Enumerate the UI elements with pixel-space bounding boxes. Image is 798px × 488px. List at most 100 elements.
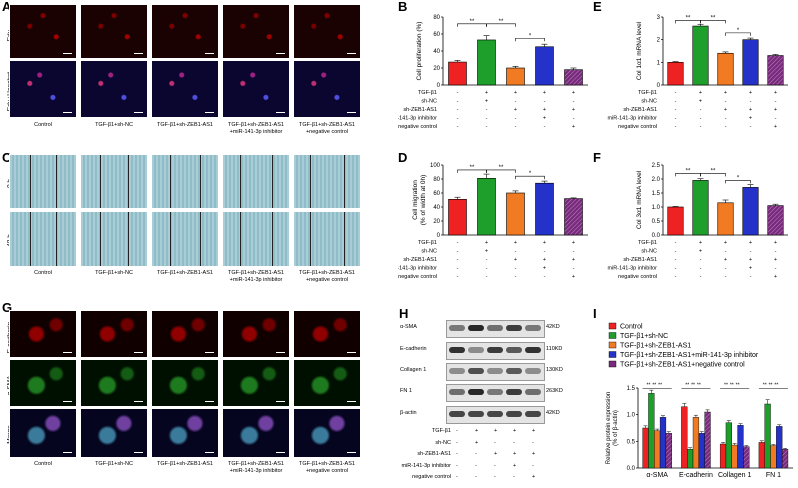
treatment-sign: - xyxy=(513,439,515,446)
scale-bar xyxy=(63,112,72,113)
scratch-48h-row-tile-1 xyxy=(9,211,77,267)
treatment-row-label: TGF-β1 xyxy=(418,90,437,96)
significance-label: * xyxy=(529,171,532,177)
treatment-sign: - xyxy=(457,240,459,246)
treatment-sign: - xyxy=(775,99,777,105)
treatment-row-label: negative control xyxy=(398,124,437,130)
edu-hoechst-row-tile-3 xyxy=(151,60,219,118)
category-label: α-SMA xyxy=(646,472,668,479)
treatment-sign: + xyxy=(513,451,517,457)
blot-row-label: FN 1 xyxy=(400,388,412,394)
significance-label: ** xyxy=(724,382,728,388)
edu-hoechst-row-tile-5 xyxy=(293,60,361,118)
bar-5 xyxy=(767,55,784,86)
merge-row-tile-5 xyxy=(293,408,361,458)
treatment-row-label: negative control xyxy=(618,274,657,280)
blot-size-label: 263KD xyxy=(546,388,563,394)
bar-1 xyxy=(448,61,467,86)
scale-bar xyxy=(63,352,72,353)
y-tick-label: 80 xyxy=(433,177,440,183)
significance-label: ** xyxy=(685,382,689,388)
scratch-48h-row-tile-2 xyxy=(80,211,148,267)
scale-bar xyxy=(134,452,143,453)
treatment-sign: - xyxy=(456,451,458,457)
blot-size-label: 110KD xyxy=(546,346,563,352)
treatment-sign: + xyxy=(749,266,752,272)
blot-band xyxy=(525,368,541,374)
y-tick-label: 0 xyxy=(437,83,441,89)
blot-band xyxy=(468,411,484,417)
significance-label: ** xyxy=(711,15,716,21)
y-tick-label: 20 xyxy=(433,219,440,225)
scratch-0h-row-tile-2 xyxy=(80,154,148,209)
scratch-48h-row-tile-5 xyxy=(293,211,361,267)
treatment-sign: - xyxy=(475,474,477,480)
treatment-row-label: TGF-β1 xyxy=(638,240,657,246)
bar-5 xyxy=(564,198,583,236)
y-tick-label: 20 xyxy=(433,66,440,72)
sma-row-tile-4 xyxy=(222,359,290,407)
scale-bar xyxy=(276,53,285,54)
group-label-1-1: Control xyxy=(34,122,52,128)
treatment-sign: + xyxy=(485,240,488,246)
treatment-sign: - xyxy=(515,249,517,255)
edu-row-tile-2 xyxy=(80,4,148,59)
edu-row-tile-5 xyxy=(293,4,361,59)
treatment-sign: + xyxy=(543,107,546,113)
treatment-sign: - xyxy=(675,266,677,272)
bar-α-SMA-1 xyxy=(642,427,649,469)
treatment-sign: + xyxy=(774,274,777,280)
bar-4 xyxy=(535,182,554,236)
group-label-3-5: TGF-β1+sh-ZEB1-AS1 +negative control xyxy=(299,461,355,474)
treatment-sign: + xyxy=(532,451,536,457)
treatment-sign: - xyxy=(725,266,727,272)
y-axis-label: Cell proliferation (%) xyxy=(416,22,423,81)
treatment-sign: - xyxy=(457,274,459,280)
treatment-sign: + xyxy=(532,474,536,480)
treatment-row-label: miR-141-3p inhibitor xyxy=(607,266,657,272)
treatment-sign: + xyxy=(572,240,575,246)
blot-band xyxy=(468,368,484,374)
treatment-sign: + xyxy=(514,107,517,113)
group-label-3-1: Control xyxy=(34,461,52,467)
treatment-sign: - xyxy=(700,274,702,280)
panel-label-d: D xyxy=(398,150,408,165)
y-tick-label: 100 xyxy=(430,163,441,169)
sma-row-tile-1 xyxy=(9,359,77,407)
treatment-sign: + xyxy=(543,240,546,246)
bar-2 xyxy=(477,177,496,236)
treatment-sign: + xyxy=(485,90,488,96)
bar-3 xyxy=(506,67,525,86)
treatment-sign: - xyxy=(675,240,677,246)
bar-5 xyxy=(564,69,583,86)
treatment-sign: - xyxy=(544,249,546,255)
treatment-sign: - xyxy=(457,107,459,113)
bar-α-SMA-5 xyxy=(665,433,672,469)
scratch-0h-row-tile-3 xyxy=(151,154,219,209)
treatment-sign: - xyxy=(725,274,727,280)
bar-1 xyxy=(667,62,684,86)
y-axis-label: Cell migration xyxy=(412,180,419,220)
blot-band xyxy=(468,347,484,353)
scratch-48h-row-tile-3 xyxy=(151,211,219,267)
bar-FN 1-3 xyxy=(770,445,777,469)
blot-row-label: β-actin xyxy=(400,410,417,416)
scale-bar xyxy=(276,352,285,353)
treatment-sign: - xyxy=(486,107,488,113)
significance-label: ** xyxy=(470,19,475,25)
edu-hoechst-row-tile-2 xyxy=(80,60,148,118)
treatment-sign: - xyxy=(544,99,546,105)
treatment-sign: - xyxy=(532,439,534,446)
treatment-row-label: sh-ZEB1-AS1 xyxy=(623,107,657,113)
significance-label: ** xyxy=(499,165,504,171)
panel-label-c: C xyxy=(2,150,12,165)
treatment-sign: + xyxy=(572,90,575,96)
treatment-sign: + xyxy=(543,90,546,96)
scale-bar xyxy=(134,112,143,113)
treatment-sign: + xyxy=(774,90,777,96)
blot-band xyxy=(506,411,522,417)
treatment-sign: - xyxy=(457,124,459,130)
edu-row-tile-3 xyxy=(151,4,219,59)
treatment-sign: - xyxy=(675,107,677,113)
